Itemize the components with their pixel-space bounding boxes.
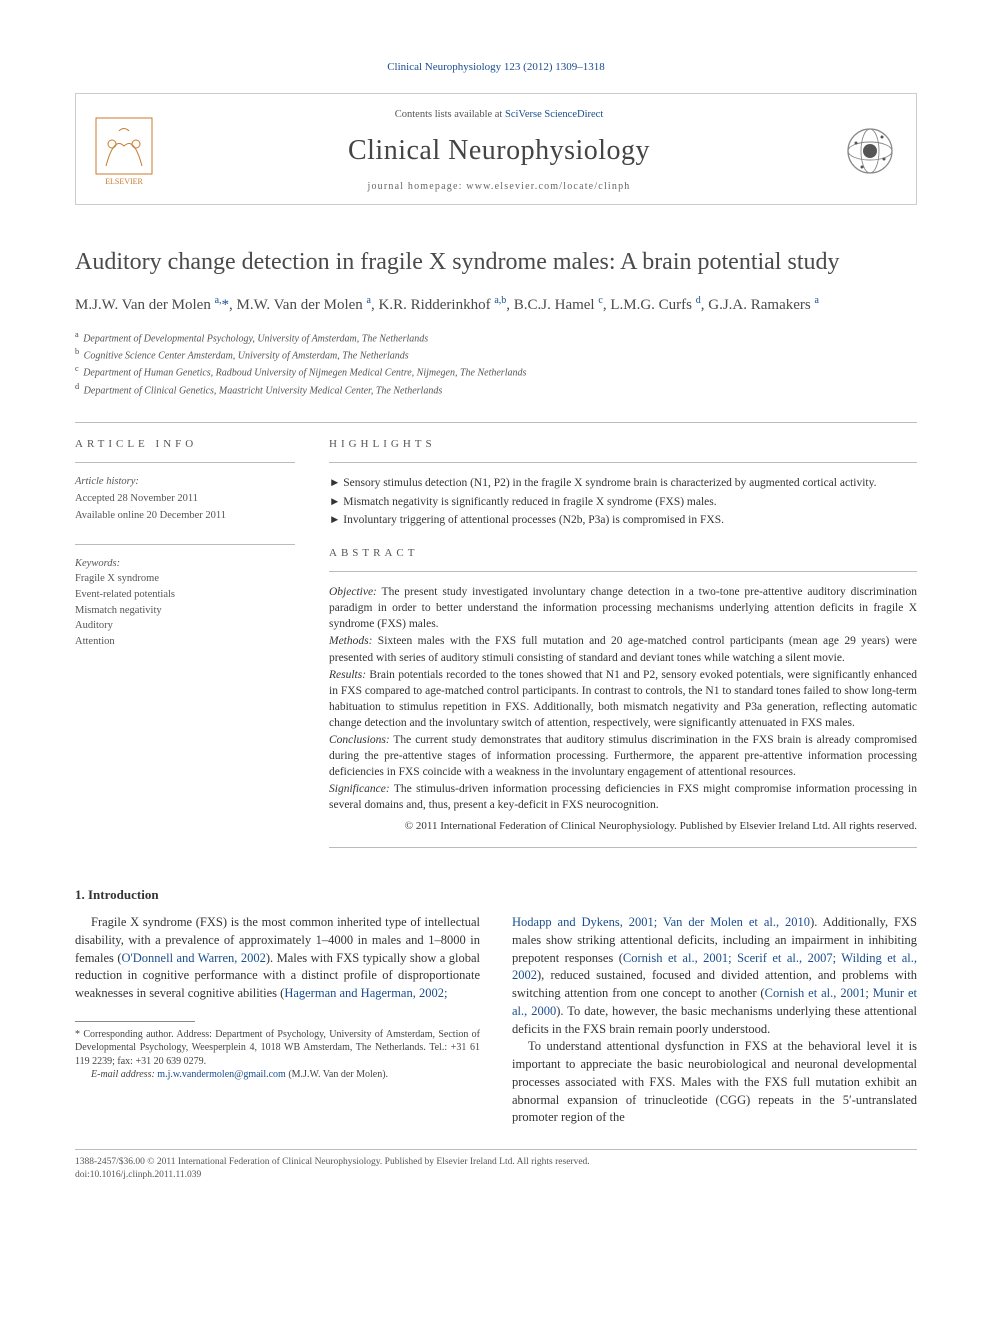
- abstract-column: HIGHLIGHTS Sensory stimulus detection (N…: [329, 437, 917, 860]
- journal-name: Clinical Neurophysiology: [170, 131, 828, 170]
- divider: [75, 422, 917, 423]
- article-info-column: ARTICLE INFO Article history: Accepted 2…: [75, 437, 295, 860]
- page-footer: 1388-2457/$36.00 © 2011 International Fe…: [75, 1149, 917, 1183]
- homepage-url[interactable]: www.elsevier.com/locate/clinph: [466, 181, 630, 192]
- email-label: E-mail address:: [91, 1069, 155, 1080]
- abstract-heading: ABSTRACT: [329, 546, 917, 561]
- objective-label: Objective:: [329, 586, 377, 598]
- abstract-body: Objective: The present study investigate…: [329, 584, 917, 835]
- scidirect-link[interactable]: SciVerse ScienceDirect: [505, 109, 603, 120]
- citation-line: Clinical Neurophysiology 123 (2012) 1309…: [75, 60, 917, 75]
- online-date: Available online 20 December 2011: [75, 509, 295, 524]
- body-column-left: Fragile X syndrome (FXS) is the most com…: [75, 914, 480, 1127]
- keyword: Event-related potentials: [75, 588, 295, 603]
- keyword: Auditory: [75, 619, 295, 634]
- journal-header-box: ELSEVIER Contents lists available at Sci…: [75, 93, 917, 205]
- highlight-item: Sensory stimulus detection (N1, P2) in t…: [329, 475, 917, 491]
- journal-logo-icon: [842, 123, 898, 179]
- highlight-item: Involuntary triggering of attentional pr…: [329, 512, 917, 528]
- objective-text: The present study investigated involunta…: [329, 586, 917, 630]
- corresponding-author-footnote: * Corresponding author. Address: Departm…: [75, 1028, 480, 1069]
- methods-text: Sixteen males with the FXS full mutation…: [329, 635, 917, 663]
- email-footnote: E-mail address: m.j.w.vandermolen@gmail.…: [75, 1068, 480, 1082]
- affiliation-list: a Department of Developmental Psychology…: [75, 329, 917, 398]
- abstract-copyright: © 2011 International Federation of Clini…: [329, 819, 917, 834]
- intro-paragraph: Hodapp and Dykens, 2001; Van der Molen e…: [512, 914, 917, 1038]
- info-abstract-row: ARTICLE INFO Article history: Accepted 2…: [75, 437, 917, 860]
- footnote-separator: [75, 1021, 195, 1022]
- email-author-name: (M.J.W. Van der Molen).: [286, 1069, 388, 1080]
- keywords-block: Keywords: Fragile X syndrome Event-relat…: [75, 557, 295, 650]
- divider: [329, 462, 917, 463]
- body-text-columns: Fragile X syndrome (FXS) is the most com…: [75, 914, 917, 1127]
- homepage-prefix: journal homepage:: [367, 181, 466, 192]
- body-column-right: Hodapp and Dykens, 2001; Van der Molen e…: [512, 914, 917, 1127]
- highlight-item: Mismatch negativity is significantly red…: [329, 494, 917, 510]
- accepted-date: Accepted 28 November 2011: [75, 492, 295, 507]
- journal-homepage: journal homepage: www.elsevier.com/locat…: [170, 180, 828, 194]
- elsevier-logo: ELSEVIER: [94, 116, 154, 186]
- divider: [75, 544, 295, 545]
- footer-doi: doi:10.1016/j.clinph.2011.11.039: [75, 1169, 917, 1182]
- history-label: Article history:: [75, 476, 139, 487]
- intro-paragraph: Fragile X syndrome (FXS) is the most com…: [75, 914, 480, 1003]
- author-list: M.J.W. Van der Molen a,*, M.W. Van der M…: [75, 293, 917, 317]
- conclusions-label: Conclusions:: [329, 734, 390, 746]
- keyword: Mismatch negativity: [75, 604, 295, 619]
- page-container: Clinical Neurophysiology 123 (2012) 1309…: [0, 0, 992, 1223]
- divider: [329, 847, 917, 848]
- intro-paragraph: To understand attentional dysfunction in…: [512, 1038, 917, 1127]
- contents-available: Contents lists available at SciVerse Sci…: [170, 108, 828, 123]
- svg-text:ELSEVIER: ELSEVIER: [105, 177, 143, 186]
- results-text: Brain potentials recorded to the tones s…: [329, 669, 917, 729]
- header-center: Contents lists available at SciVerse Sci…: [170, 108, 828, 194]
- highlights-heading: HIGHLIGHTS: [329, 437, 917, 452]
- keyword: Attention: [75, 635, 295, 650]
- keywords-label: Keywords:: [75, 558, 120, 569]
- article-title: Auditory change detection in fragile X s…: [75, 247, 917, 277]
- results-label: Results:: [329, 669, 366, 681]
- divider: [75, 462, 295, 463]
- contents-prefix: Contents lists available at: [395, 109, 505, 120]
- article-history-block: Article history: Accepted 28 November 20…: [75, 475, 295, 523]
- corr-label: * Corresponding author.: [75, 1029, 174, 1040]
- keyword: Fragile X syndrome: [75, 572, 295, 587]
- significance-label: Significance:: [329, 783, 390, 795]
- footer-copyright: 1388-2457/$36.00 © 2011 International Fe…: [75, 1156, 917, 1169]
- conclusions-text: The current study demonstrates that audi…: [329, 734, 917, 778]
- methods-label: Methods:: [329, 635, 372, 647]
- divider: [329, 571, 917, 572]
- email-link[interactable]: m.j.w.vandermolen@gmail.com: [157, 1069, 286, 1080]
- article-info-heading: ARTICLE INFO: [75, 437, 295, 452]
- significance-text: The stimulus-driven information processi…: [329, 783, 917, 811]
- intro-heading: 1. Introduction: [75, 886, 917, 904]
- highlights-list: Sensory stimulus detection (N1, P2) in t…: [329, 475, 917, 527]
